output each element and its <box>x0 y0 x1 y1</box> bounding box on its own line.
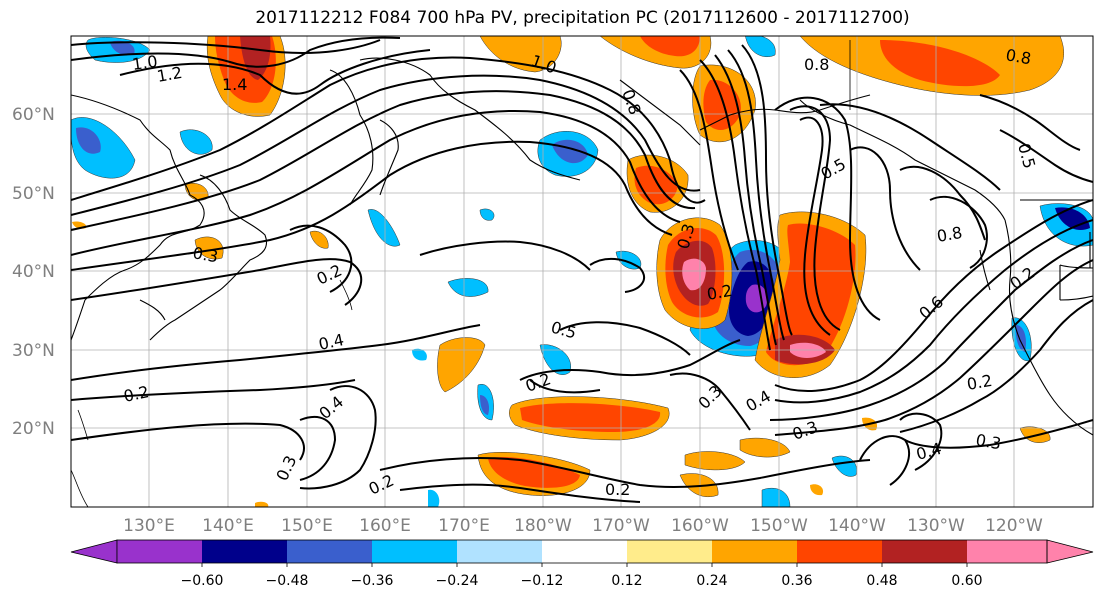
colorbar-tick: 0.12 <box>611 573 642 589</box>
lat-label: 40°N <box>12 262 55 282</box>
map-frame <box>70 35 1094 508</box>
colorbar-swatch <box>797 540 882 563</box>
colorbar-swatch <box>372 540 457 563</box>
contour-label: 0.2 <box>705 281 733 304</box>
lon-label: 160°W <box>671 516 729 536</box>
lon-label: 130°E <box>123 516 175 536</box>
lon-label: 140°E <box>202 516 254 536</box>
colorbar-swatch <box>627 540 712 563</box>
colorbar-tick: −0.60 <box>181 573 224 589</box>
colorbar-tick: −0.36 <box>351 573 394 589</box>
contour-label: 0.2 <box>605 480 630 499</box>
lon-label: 170°E <box>438 516 490 536</box>
contour-label: 0.2 <box>122 382 151 406</box>
lon-label: 140°W <box>828 516 886 536</box>
colorbar-swatch <box>712 540 797 563</box>
contour-label: 1.0 <box>131 52 159 74</box>
colorbar-swatch <box>202 540 287 563</box>
colorbar-tick: −0.12 <box>521 573 564 589</box>
colorbar-swatch <box>287 540 372 563</box>
colorbar-tick: 0.48 <box>866 573 897 589</box>
longitude-labels: 130°E 140°E 150°E 160°E 170°E 180°W 170°… <box>123 516 1043 536</box>
lat-label: 20°N <box>12 419 55 439</box>
colorbar-swatch <box>457 540 542 563</box>
colorbar-extend-max <box>1046 539 1094 564</box>
colorbar-tick: 0.60 <box>951 573 982 589</box>
lon-label: 150°E <box>281 516 333 536</box>
lat-label: 60°N <box>12 105 55 125</box>
lon-label: 150°W <box>750 516 808 536</box>
lat-label: 50°N <box>12 184 55 204</box>
colorbar: −0.60 −0.48 −0.36 −0.24 −0.12 0.12 0.24 … <box>70 539 1094 589</box>
map-plot-area: 1.0 1.2 1.4 1.0 0.8 0.8 0.5 0.5 0.2 0.2 … <box>71 36 1093 507</box>
map-title: 2017112212 F084 700 hPa PV, precipitatio… <box>255 8 910 28</box>
colorbar-tick: −0.24 <box>436 573 479 589</box>
lon-label: 120°W <box>985 516 1043 536</box>
contour-label: 0.8 <box>935 223 963 246</box>
colorbar-extend-min <box>70 539 118 564</box>
colorbar-swatch <box>967 540 1047 563</box>
colorbar-swatch <box>882 540 967 563</box>
colorbar-tick: 0.36 <box>781 573 812 589</box>
latitude-labels: 60°N 50°N 40°N 30°N 20°N <box>12 105 55 439</box>
lon-label: 130°W <box>907 516 965 536</box>
contour-label: 0.2 <box>965 371 993 394</box>
contour-label: 0.8 <box>804 55 829 74</box>
colorbar-tick: −0.48 <box>266 573 309 589</box>
contour-label: 0.3 <box>974 430 1002 453</box>
lon-label: 180°W <box>514 516 572 536</box>
lat-label: 30°N <box>12 341 55 361</box>
colorbar-tick: 0.24 <box>696 573 727 589</box>
lon-label: 160°E <box>359 516 411 536</box>
lon-label: 170°W <box>592 516 650 536</box>
contour-label: 0.3 <box>191 243 219 266</box>
colorbar-swatch <box>117 540 202 563</box>
pv-contours <box>71 36 1093 503</box>
contour-label: 0.8 <box>1004 45 1032 68</box>
colorbar-swatch <box>542 540 627 563</box>
contour-label: 1.2 <box>155 63 183 86</box>
contour-label: 0.4 <box>317 330 346 354</box>
contour-label: 1.4 <box>222 75 247 94</box>
